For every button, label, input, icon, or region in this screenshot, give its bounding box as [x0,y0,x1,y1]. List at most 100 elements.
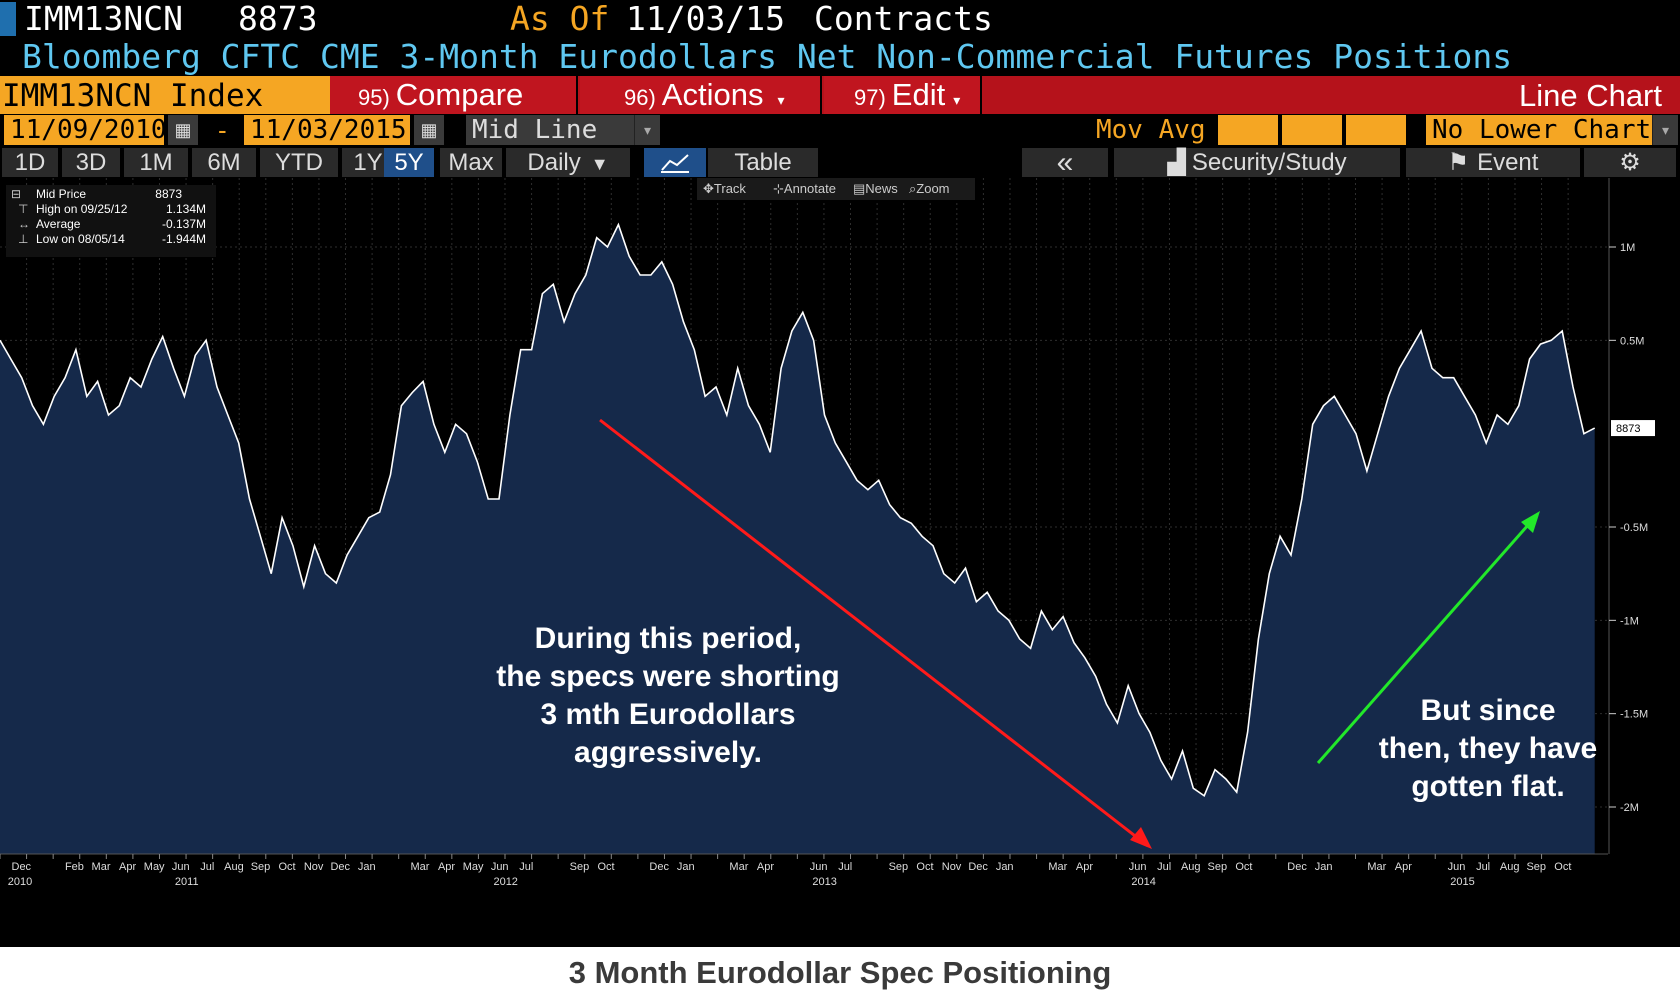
chart-series [0,222,1596,855]
x-tick-label: Dec [330,861,350,873]
left-annotation: During this period, the specs were short… [468,620,868,772]
actions-shortcut: 96) [624,85,656,110]
x-tick-label: May [463,861,484,873]
news-tool[interactable]: ▤ News [853,178,898,200]
zoom-tool[interactable]: ⌕ Zoom [909,178,950,200]
period-3d-button[interactable]: 3D [62,148,120,177]
x-tick-label: Aug [1181,861,1201,873]
lower-chart-dropdown-icon[interactable]: ▾ [1652,115,1678,145]
year-label: 2013 [812,876,836,888]
chart-legend: ⊟ Mid Price 8873 ⊤ High on 09/25/12 1.13… [6,185,216,257]
x-tick-label: Apr [757,861,774,873]
legend-mid-value: 8873 [155,187,182,201]
period-row: 1D 3D 1M 6M YTD 1Y 5Y Max Daily ▼ Table «… [0,146,1680,178]
actions-button[interactable]: 96) Actions ▾ [580,76,822,114]
x-tick-label: Sep [1526,861,1546,873]
title-row: Bloomberg CFTC CME 3-Month Eurodollars N… [0,38,1680,76]
units-label: Contracts [814,0,993,38]
security-study-button[interactable]: ▟ Security/Study [1114,148,1400,177]
x-tick-label: Oct [279,861,296,873]
x-tick-label: Apr [1395,861,1412,873]
news-label: News [865,181,898,196]
back-arrows-icon[interactable]: « [1022,148,1108,178]
up-trend-arrow-line [1316,515,1538,764]
header-row: IMM13NCN 8873 As Of 11/03/15 Contracts [0,0,1680,38]
date-range-row: 11/09/2010 ▦ - 11/03/2015 ▦ Mid Line ▾ M… [0,114,1680,146]
x-tick-label: Jan [677,861,695,873]
right-annotation-line: gotten flat. [1411,770,1565,803]
y-tick-label: -0.5M [1620,522,1648,534]
period-ytd-button[interactable]: YTD [260,148,338,177]
x-tick-label: Jul [519,861,533,873]
chart-area[interactable]: 1M 0.5M -0.5M -1M -1.5M -2M 8873 Dec Feb Mar Apr M… [0,178,1680,947]
x-tick-label: Jul [838,861,852,873]
period-1d-button[interactable]: 1D [2,148,58,177]
lower-chart-select[interactable]: No Lower Chart [1426,115,1652,145]
mov-avg-field-2[interactable] [1282,115,1342,145]
annotate-label: Annotate [783,181,836,196]
legend-average-icon: ↔ [18,217,30,231]
legend-high-value: 1.134M [165,202,206,216]
frequency-select[interactable]: Daily ▼ [506,148,630,177]
x-tick-label: Mar [1367,861,1386,873]
security-field[interactable]: IMM13NCN Index [0,76,330,114]
start-calendar-icon[interactable]: ▦ [168,115,198,145]
legend-row-high: ⊤ High on 09/25/12 1.134M [6,202,216,217]
x-tick-label: Mar [729,861,748,873]
edit-dropdown-icon: ▾ [953,92,961,108]
mov-avg-field-3[interactable] [1346,115,1406,145]
edit-button[interactable]: 97) Edit ▾ [824,76,982,114]
period-5y-button[interactable]: 5Y [384,148,434,177]
line-chart-view-icon[interactable] [644,148,706,177]
compare-shortcut: 95) [358,85,390,110]
x-tick-label: Dec [968,861,988,873]
x-tick-label: Aug [224,861,244,873]
settings-gear-icon[interactable]: ⚙ [1584,148,1676,177]
frequency-dropdown-icon: ▼ [590,154,609,174]
end-date-field[interactable]: 11/03/2015 [244,115,410,145]
year-label: 2011 [175,876,199,888]
mov-avg-field-1[interactable] [1218,115,1278,145]
security-full-title: Bloomberg CFTC CME 3-Month Eurodollars N… [22,37,1513,76]
toolbar: IMM13NCN Index 95) Compare 96) Actions ▾ 97… [0,76,1680,114]
y-tick-label: 0.5M [1620,335,1644,347]
legend-low-value: -1.944M [161,232,206,246]
legend-high-icon: ⊤ [18,202,29,216]
end-calendar-icon[interactable]: ▦ [414,115,444,145]
x-tick-label: Aug [1500,861,1520,873]
edit-shortcut: 97) [854,85,886,110]
start-date-field[interactable]: 11/09/2010 [4,115,167,145]
period-max-button[interactable]: Max [440,148,502,177]
table-view-button[interactable]: Table [708,148,818,177]
legend-high-label: High on 09/25/12 [36,202,128,216]
series-area-fill [0,224,1595,855]
x-tick-label: Apr [119,861,136,873]
x-tick-label: Jun [1448,861,1466,873]
as-of-label: As Of [510,0,610,38]
chart-type-label[interactable]: Line Chart [1518,78,1662,113]
actions-dropdown-icon: ▾ [777,92,785,108]
window-tab-marker [0,2,16,36]
y-tick-label: -2M [1620,802,1639,814]
x-axis: Dec Feb Mar Apr May Jun Jul Aug Sep Oct Nov Dec Jan M… [0,853,1608,888]
line-mode-select[interactable]: Mid Line [466,115,634,145]
legend-row-low: ⊥ Low on 08/05/14 -1.944M [6,232,216,247]
year-label: 2015 [1450,876,1474,888]
left-annotation-line: 3 mth Eurodollars [540,698,796,731]
series-line [0,222,1596,798]
period-6m-button[interactable]: 6M [192,148,256,177]
period-1m-button[interactable]: 1M [124,148,188,177]
line-mode-dropdown-icon[interactable]: ▾ [634,115,660,145]
compare-button[interactable]: 95) Compare [330,76,578,114]
x-tick-label: Oct [1235,861,1252,873]
legend-row-mid: ⊟ Mid Price 8873 [6,187,216,202]
x-tick-label: Jan [358,861,376,873]
annotate-tool[interactable]: ⊹ Annotate [773,178,836,200]
event-button[interactable]: ⚑ Event [1406,148,1580,177]
x-tick-label: Apr [1076,861,1093,873]
year-label: 2014 [1131,876,1155,888]
x-tick-label: Apr [438,861,455,873]
x-tick-label: Mar [410,861,429,873]
track-tool[interactable]: ✥ Track [703,178,746,200]
x-tick-label: Feb [65,861,84,873]
